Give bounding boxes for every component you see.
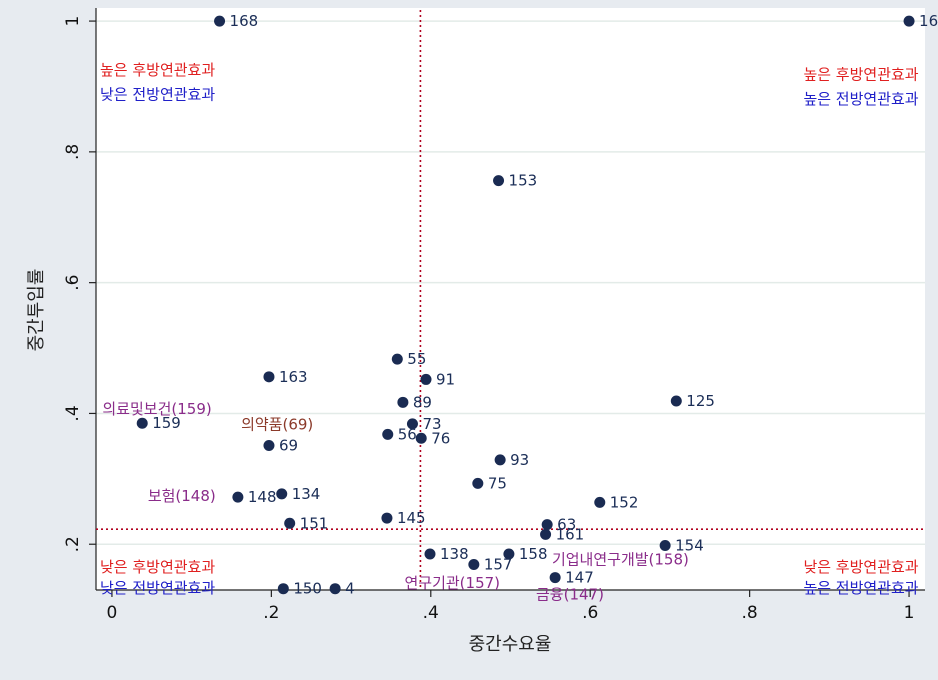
data-point bbox=[214, 15, 226, 27]
data-point bbox=[277, 583, 289, 595]
point-label: 4 bbox=[345, 580, 355, 598]
data-point bbox=[493, 175, 505, 187]
point-annotation: 의약품(69) bbox=[241, 416, 313, 434]
data-point bbox=[670, 395, 682, 407]
y-tick-label: .4 bbox=[63, 405, 83, 421]
data-point bbox=[659, 540, 671, 552]
data-point bbox=[284, 517, 296, 529]
quadrant-label: 낮은 후방연관효과 bbox=[803, 558, 918, 576]
data-point bbox=[263, 439, 275, 451]
x-tick-label: 0 bbox=[107, 603, 118, 623]
data-point bbox=[472, 477, 484, 489]
data-point bbox=[549, 572, 561, 584]
point-label: 163 bbox=[279, 368, 308, 386]
data-point bbox=[494, 454, 506, 466]
point-label: 154 bbox=[675, 537, 704, 555]
data-points bbox=[136, 15, 915, 595]
quadrant-label: 낮은 후방연관효과 bbox=[100, 558, 215, 576]
data-point bbox=[540, 528, 552, 540]
quadrant-label: 높은 전방연관효과 bbox=[803, 90, 918, 108]
y-tick-label: .8 bbox=[63, 144, 83, 160]
data-point bbox=[420, 373, 432, 385]
data-point bbox=[541, 519, 553, 531]
x-axis-title: 중간수요율 bbox=[469, 634, 552, 655]
data-point bbox=[415, 432, 427, 444]
data-point bbox=[381, 512, 393, 524]
point-label: 89 bbox=[413, 393, 432, 411]
data-point bbox=[424, 548, 436, 560]
point-label: 147 bbox=[565, 569, 594, 587]
quadrant-label: 높은 후방연관효과 bbox=[803, 66, 918, 84]
point-label: 151 bbox=[300, 514, 329, 532]
point-annotation: 연구기관(157) bbox=[404, 574, 500, 592]
point-annotation: 금융(147) bbox=[536, 586, 604, 604]
data-point bbox=[136, 417, 148, 429]
point-label: 55 bbox=[407, 350, 426, 368]
x-tick-label: .6 bbox=[582, 603, 598, 623]
axes: 0 .2 .4 .6 .8 1 .2 .4 .6 .8 1 bbox=[63, 8, 925, 623]
quadrant-label: 높은 전방연관효과 bbox=[803, 579, 918, 597]
point-label: 153 bbox=[509, 172, 538, 190]
quadrant-label: 낮은 전방연관효과 bbox=[100, 579, 215, 597]
point-annotation: 보험(148) bbox=[148, 487, 216, 505]
quadrant-label: 높은 후방연관효과 bbox=[100, 61, 215, 79]
point-label: 138 bbox=[440, 545, 469, 563]
data-point bbox=[903, 15, 915, 27]
x-tick-label: 1 bbox=[904, 603, 915, 623]
point-label: 150 bbox=[293, 580, 322, 598]
point-label: 145 bbox=[397, 509, 426, 527]
data-point bbox=[232, 491, 244, 503]
point-annotation: 의료및보건(159) bbox=[102, 400, 211, 418]
point-label: 134 bbox=[292, 485, 321, 503]
reference-lines bbox=[96, 10, 925, 590]
grid-lines bbox=[96, 20, 925, 545]
point-label: 56 bbox=[398, 425, 417, 443]
y-tick-label: .2 bbox=[63, 536, 83, 552]
data-point bbox=[468, 558, 480, 570]
point-label: 159 bbox=[152, 414, 181, 432]
point-label: 167 bbox=[919, 12, 938, 30]
point-label: 63 bbox=[557, 516, 576, 534]
point-label: 91 bbox=[436, 370, 455, 388]
point-label: 158 bbox=[519, 545, 548, 563]
plot-area bbox=[96, 8, 925, 590]
y-tick-label: 1 bbox=[63, 16, 83, 27]
data-point bbox=[263, 371, 275, 383]
x-tick-label: .4 bbox=[423, 603, 439, 623]
point-label: 157 bbox=[484, 555, 513, 573]
point-annotation: 기업내연구개발(158) bbox=[552, 550, 689, 568]
data-point bbox=[503, 548, 515, 560]
x-tick-label: .8 bbox=[742, 603, 758, 623]
data-point bbox=[406, 418, 418, 430]
point-label: 73 bbox=[422, 415, 441, 433]
y-axis-title: 중간투입률 bbox=[26, 269, 47, 352]
data-point bbox=[391, 353, 403, 365]
point-label: 69 bbox=[279, 436, 298, 454]
quadrant-label: 낮은 전방연관효과 bbox=[100, 85, 215, 103]
point-label: 76 bbox=[431, 429, 450, 447]
point-label: 93 bbox=[510, 451, 529, 469]
point-label: 168 bbox=[230, 12, 259, 30]
point-label: 125 bbox=[686, 392, 715, 410]
data-point bbox=[594, 496, 606, 508]
point-label: 161 bbox=[556, 525, 585, 543]
point-label: 152 bbox=[610, 493, 639, 511]
data-point bbox=[397, 396, 409, 408]
x-tick-label: .2 bbox=[263, 603, 279, 623]
point-label: 148 bbox=[248, 488, 277, 506]
point-label: 75 bbox=[488, 474, 507, 492]
data-point bbox=[276, 488, 288, 500]
data-point bbox=[382, 428, 394, 440]
data-point bbox=[329, 583, 341, 595]
y-tick-label: .6 bbox=[63, 275, 83, 291]
